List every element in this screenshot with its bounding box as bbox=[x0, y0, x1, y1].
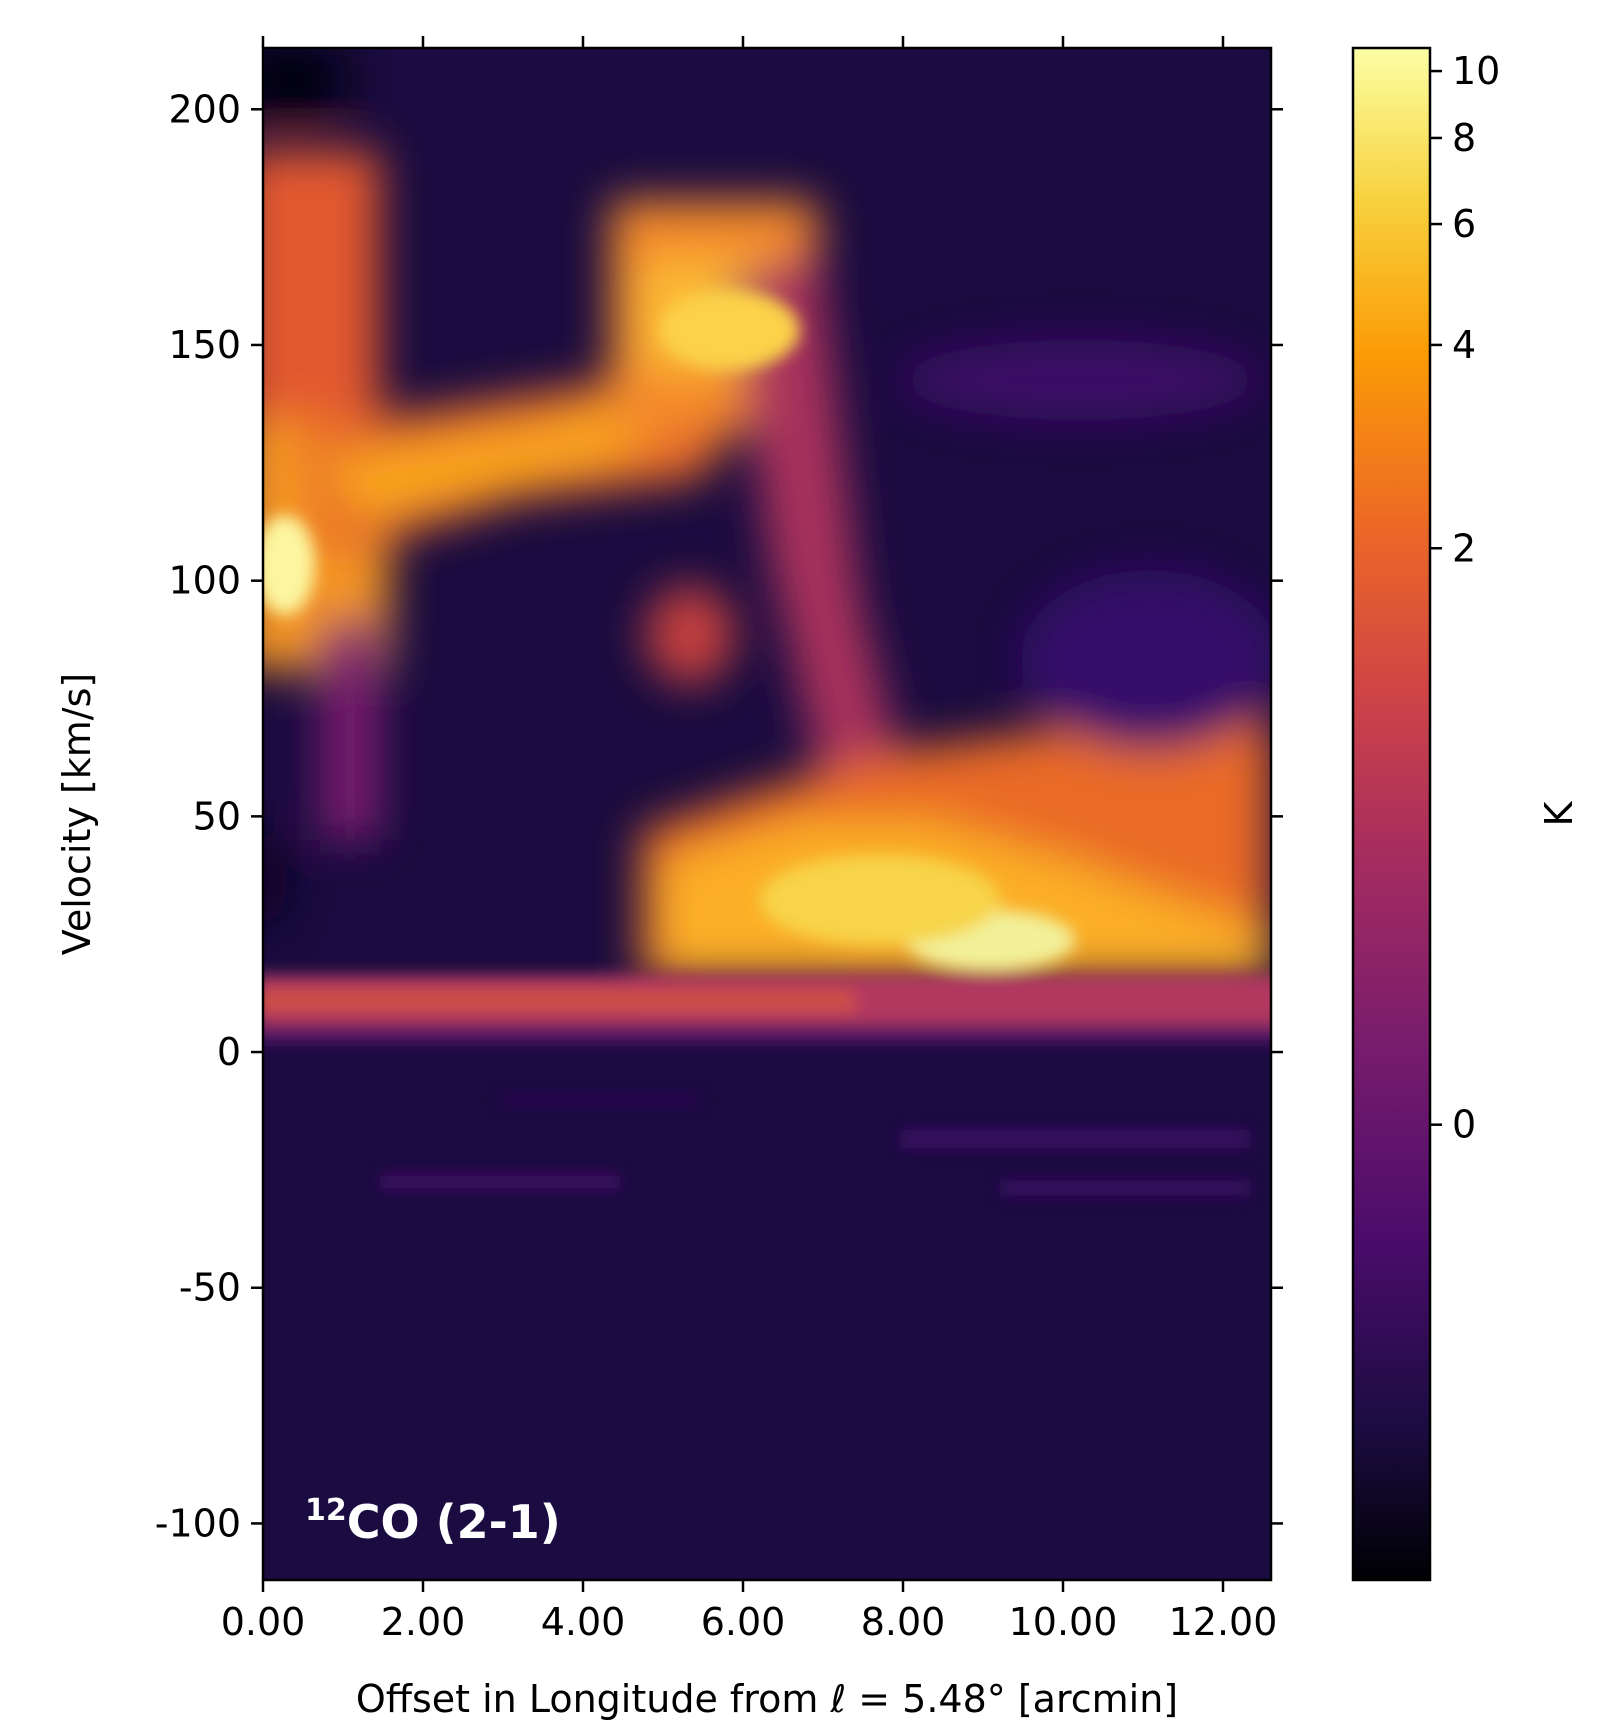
emission-small-bump bbox=[645, 585, 735, 685]
colorbar-tick-label: 0 bbox=[1452, 1103, 1476, 1147]
colorbar-tick-label: 10 bbox=[1452, 49, 1500, 93]
x-tick-label: 6.00 bbox=[701, 1600, 786, 1644]
emission-negative-streak-4 bbox=[500, 1095, 700, 1105]
plot-annotation: 12CO (2-1) bbox=[305, 1493, 561, 1549]
annotation-superscript: 12 bbox=[305, 1493, 347, 1528]
emission-negative-streak-3 bbox=[1000, 1180, 1250, 1196]
emission-negative-streak-2 bbox=[900, 1130, 1250, 1148]
emission-vertical-filament bbox=[730, 250, 900, 780]
emission-negative-streak-1 bbox=[380, 1175, 620, 1189]
x-axis-title-symbol: ℓ bbox=[829, 1677, 846, 1721]
y-tick-label: 100 bbox=[168, 559, 241, 603]
x-axis-title-suffix: = 5.48° [arcmin] bbox=[846, 1677, 1178, 1721]
colorbar-tick-label: 6 bbox=[1452, 202, 1476, 246]
x-tick-label: 4.00 bbox=[541, 1600, 626, 1644]
emission-lower-peak-halo bbox=[760, 855, 1000, 945]
y-axis-ticks: 200 150 100 50 0 -50 -100 bbox=[155, 87, 1283, 1545]
colorbar-tick-label: 2 bbox=[1452, 526, 1476, 570]
x-tick-label: 0.00 bbox=[221, 1600, 306, 1644]
x-tick-label: 8.00 bbox=[861, 1600, 946, 1644]
x-axis-title-prefix: Offset in Longitude from bbox=[356, 1677, 831, 1721]
colorbar-label: K bbox=[1537, 800, 1581, 826]
emission-upper-right-faint bbox=[900, 340, 1260, 420]
x-tick-label: 2.00 bbox=[381, 1600, 466, 1644]
colorbar-tick-label: 4 bbox=[1452, 323, 1476, 367]
emission-dark-left-edge bbox=[263, 830, 288, 930]
plot-frame bbox=[261, 46, 1273, 1582]
y-tick-label: -100 bbox=[155, 1501, 241, 1545]
emission-local-band-edge bbox=[263, 1030, 1271, 1042]
emission-right-mid-faint bbox=[1020, 570, 1271, 750]
y-tick-label: 0 bbox=[217, 1030, 241, 1074]
x-axis-title: Offset in Longitude from ℓ = 5.48° [arcm… bbox=[356, 1677, 1178, 1721]
colorbar bbox=[1351, 46, 1432, 1582]
heatmap-plot bbox=[263, 48, 1271, 1580]
x-tick-label: 10.00 bbox=[1009, 1600, 1118, 1644]
colorbar-tick-label: 8 bbox=[1452, 116, 1476, 160]
x-tick-label: 12.00 bbox=[1169, 1600, 1278, 1644]
colorbar-ticks: 10 8 6 4 2 0 bbox=[1430, 49, 1500, 1147]
emission-left-peak bbox=[263, 515, 315, 615]
y-tick-label: 50 bbox=[193, 794, 241, 838]
y-tick-label: 200 bbox=[168, 87, 241, 131]
x-axis-ticks: 0.00 2.00 4.00 6.00 8.00 10.00 12.00 bbox=[221, 36, 1278, 1644]
heatmap-emission-fine bbox=[263, 290, 1271, 1196]
y-axis-title: Velocity [km/s] bbox=[55, 673, 99, 955]
emission-left-filament bbox=[320, 620, 380, 840]
emission-dark-corner bbox=[263, 48, 350, 120]
annotation-text: CO (2-1) bbox=[347, 1495, 561, 1549]
y-tick-label: 150 bbox=[168, 323, 241, 367]
y-tick-label: -50 bbox=[179, 1266, 241, 1310]
emission-local-band-core bbox=[263, 990, 855, 1012]
emission-ridge-peak bbox=[660, 290, 800, 370]
emission-diagonal-bright bbox=[320, 260, 780, 520]
